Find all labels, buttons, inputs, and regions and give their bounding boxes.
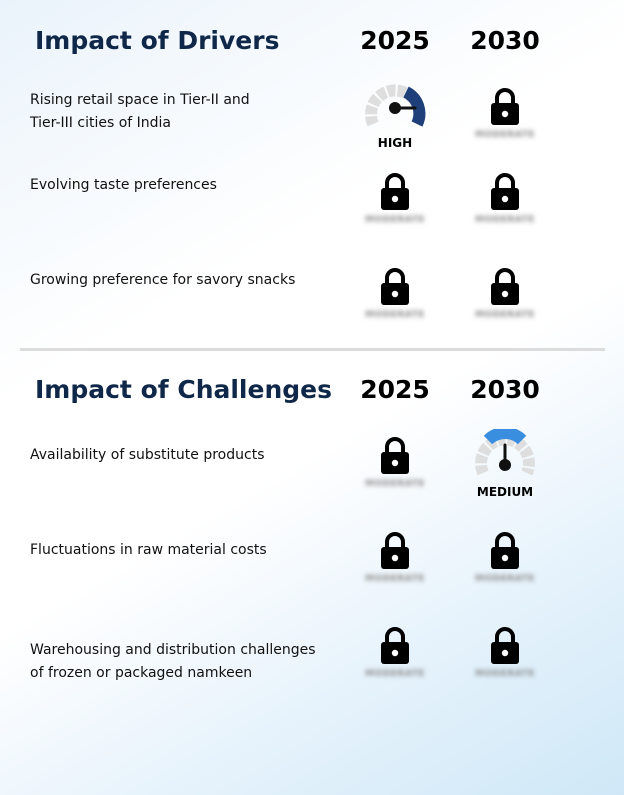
challenge-label-2: Fluctuations in raw material costs [30, 542, 267, 558]
driver-2-2030-cell: MODERATE [450, 173, 560, 253]
challenge-3-2025-rating: MODERATE [365, 669, 425, 679]
driver-3-2030-cell: MODERATE [450, 268, 560, 348]
challenge-2-2030-cell: MODERATE [450, 532, 560, 612]
challenges-title: Impact of Challenges [35, 375, 332, 404]
driver-1-2030-cell: MODERATE [450, 88, 560, 168]
gauge-medium-icon [475, 429, 535, 476]
lock-icon [381, 627, 409, 664]
lock-icon [381, 268, 409, 305]
lock-icon [491, 532, 519, 569]
challenge-label-3: Warehousing and distribution challenges … [30, 642, 316, 681]
driver-3-2025-rating: MODERATE [365, 310, 425, 320]
challenge-2-2025-cell: MODERATE [340, 532, 450, 612]
challenge-2-2030-rating: MODERATE [475, 574, 535, 584]
challenge-1-2030-cell: MEDIUM [450, 429, 560, 509]
drivers-title: Impact of Drivers [35, 26, 280, 55]
challenge-1-2030-rating: MEDIUM [476, 485, 534, 499]
driver-1-2025-rating: HIGH [377, 136, 413, 150]
challenges-year-2030: 2030 [470, 375, 540, 404]
driver-label-2: Evolving taste preferences [30, 177, 217, 193]
challenge-2-2025-rating: MODERATE [365, 574, 425, 584]
challenge-1-2025-cell: MODERATE [340, 437, 450, 517]
section-divider [20, 348, 605, 351]
driver-3-2030-rating: MODERATE [475, 310, 535, 320]
drivers-year-2030: 2030 [470, 26, 540, 55]
lock-icon [491, 268, 519, 305]
challenges-year-2025: 2025 [360, 375, 430, 404]
driver-2-2030-rating: MODERATE [475, 215, 535, 225]
gauge-high-icon [365, 84, 426, 127]
lock-icon [491, 627, 519, 664]
lock-icon [381, 532, 409, 569]
driver-2-2025-rating: MODERATE [365, 215, 425, 225]
driver-3-2025-cell: MODERATE [340, 268, 450, 348]
challenge-3-2025-cell: MODERATE [340, 627, 450, 707]
driver-1-2025-cell: HIGH [340, 80, 450, 160]
driver-2-2025-cell: MODERATE [340, 173, 450, 253]
lock-icon [381, 437, 409, 474]
driver-label-3: Growing preference for savory snacks [30, 272, 296, 288]
lock-icon [491, 88, 519, 125]
challenge-label-1: Availability of substitute products [30, 447, 265, 463]
lock-icon [381, 173, 409, 210]
challenge-1-2025-rating: MODERATE [365, 479, 425, 489]
lock-icon [491, 173, 519, 210]
driver-label-1: Rising retail space in Tier-II and Tier-… [30, 92, 250, 131]
challenge-3-2030-cell: MODERATE [450, 627, 560, 707]
challenge-3-2030-rating: MODERATE [475, 669, 535, 679]
driver-1-2030-rating: MODERATE [475, 130, 535, 140]
drivers-year-2025: 2025 [360, 26, 430, 55]
